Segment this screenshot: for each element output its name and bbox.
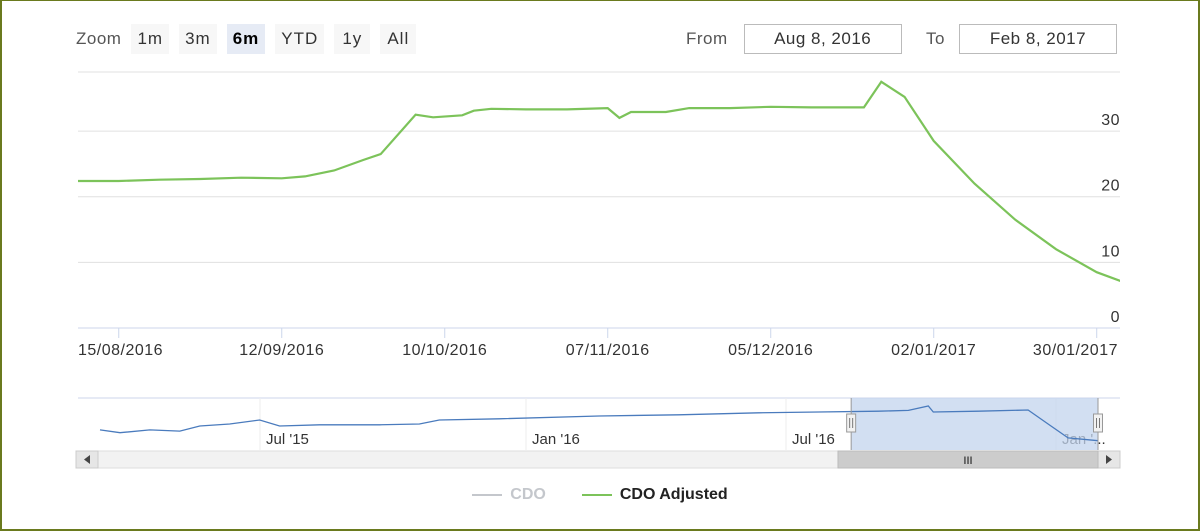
legend-swatch-cdo-adjusted [581,494,612,496]
zoom-button-all[interactable]: All [380,24,417,54]
x-tick-label: 02/01/2017 [891,342,976,359]
legend-label-cdo-adjusted: CDO Adjusted [619,486,728,503]
navigator-label: Jul '16 [792,431,835,448]
range-from-label: From [686,29,728,48]
zoom-button-6m[interactable]: 6m [226,24,266,54]
x-axis: 15/08/2016 12/09/2016 10/10/2016 07/11/2016… [78,328,1118,359]
x-tick-label: 05/12/2016 [728,342,813,359]
legend-label-cdo: CDO [510,486,546,503]
navigator-series-line [99,405,1099,442]
scrollbar-thumb[interactable] [837,450,1099,469]
plot-series [78,80,1120,282]
range-from-input[interactable] [743,24,902,54]
range-to-input[interactable] [958,24,1117,54]
legend-item-cdo[interactable]: CDO [472,486,546,504]
legend-item-cdo-adjusted[interactable]: CDO Adjusted [581,486,728,504]
legend: CDO CDO Adjusted [0,486,1200,504]
zoom-bar: Zoom 1m 3m 6m YTD 1y All [76,24,426,54]
navigator-label: Jan '16 [532,431,580,448]
navigator-handle-left[interactable] [846,413,857,433]
chevron-left-icon [84,455,90,464]
x-tick-label: 12/09/2016 [239,342,324,359]
x-tick-label: 30/01/2017 [1033,342,1118,359]
zoom-button-1m[interactable]: 1m [131,24,170,54]
zoom-button-1y[interactable]: 1y [334,24,371,54]
scrollbar-thumb-grip: III [963,455,972,467]
y-axis-labels: 0 10 20 30 [1101,112,1120,326]
zoom-button-3m[interactable]: 3m [179,24,217,54]
scrollbar-right-button[interactable] [1097,450,1121,469]
zoom-label: Zoom [76,29,122,48]
y-tick-label: 30 [1101,112,1120,129]
scrollbar-left-button[interactable] [75,450,99,469]
y-gridlines [78,71,1120,329]
navigator-handle-right[interactable] [1093,413,1103,433]
x-tick-label: 07/11/2016 [566,342,650,359]
x-tick-label: 15/08/2016 [78,342,163,359]
y-tick-label: 20 [1101,178,1120,195]
range-to: To [926,24,1117,54]
x-tick-label: 10/10/2016 [402,342,487,359]
scrollbar[interactable]: III [75,450,1121,469]
y-tick-label: 0 [1111,309,1120,326]
legend-swatch-cdo [472,494,503,496]
y-tick-label: 10 [1101,243,1120,260]
series-line-cdo-adjusted [78,80,1120,282]
zoom-button-ytd[interactable]: YTD [275,24,325,54]
range-from: From [686,24,902,54]
range-to-label: To [926,29,945,48]
navigator-label: Jul '15 [266,431,309,448]
navigator-selection[interactable] [851,398,1098,450]
chevron-right-icon [1106,455,1112,464]
